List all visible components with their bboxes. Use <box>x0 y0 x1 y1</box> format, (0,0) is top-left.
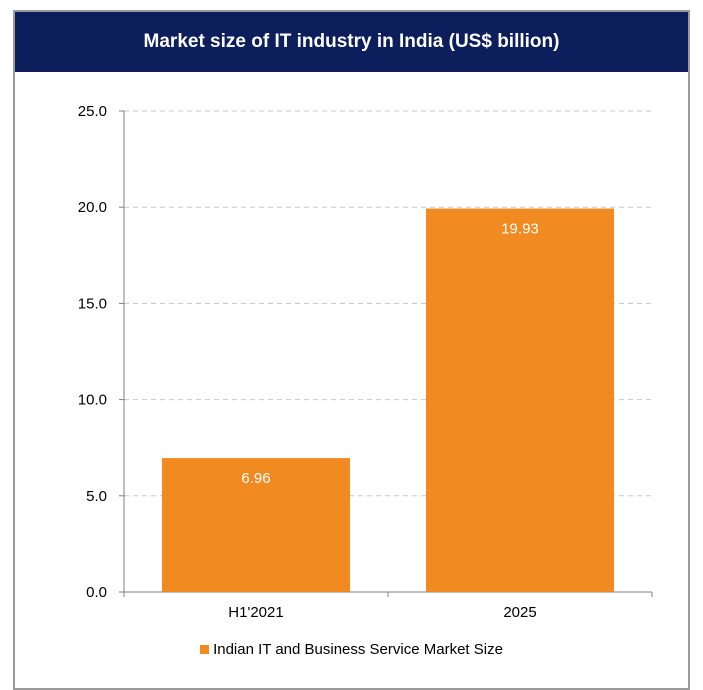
y-tick-label: 15.0 <box>78 295 107 312</box>
x-tick-label: 2025 <box>503 604 536 621</box>
y-tick-label: 20.0 <box>78 199 107 216</box>
legend-label: Indian IT and Business Service Market Si… <box>213 641 503 658</box>
y-tick-label: 10.0 <box>78 392 107 409</box>
bar <box>426 208 614 592</box>
chart-title: Market size of IT industry in India (US$… <box>143 31 560 52</box>
chart-header: Market size of IT industry in India (US$… <box>15 12 688 72</box>
y-tick-label: 25.0 <box>78 103 107 120</box>
data-label: 19.93 <box>501 221 539 238</box>
legend: Indian IT and Business Service Market Si… <box>0 641 703 658</box>
data-label: 6.96 <box>241 470 270 487</box>
y-tick-label: 0.0 <box>86 584 107 601</box>
x-tick-label: H1'2021 <box>228 604 283 621</box>
legend-swatch <box>200 645 210 654</box>
y-tick-label: 5.0 <box>86 488 107 505</box>
bar <box>162 458 350 592</box>
